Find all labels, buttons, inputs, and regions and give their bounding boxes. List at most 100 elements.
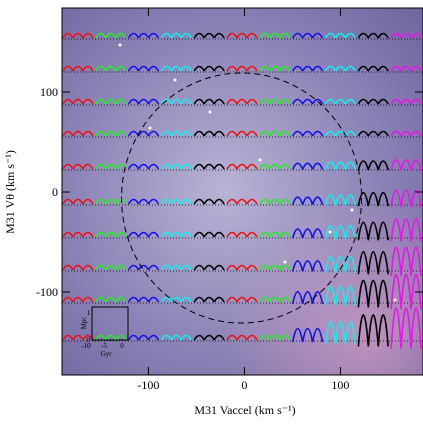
- orbit-segment: [160, 163, 192, 170]
- orbit-segment: [127, 198, 160, 205]
- orbit-segment: [95, 98, 127, 105]
- orbit-segment: [193, 65, 225, 72]
- orbit-segment: [324, 98, 357, 105]
- orbit-segment: [95, 198, 127, 205]
- orbit-segment: [357, 314, 389, 347]
- orbit-segment: [259, 32, 291, 39]
- orbit-segment: [259, 198, 291, 205]
- orbit-segment: [357, 191, 389, 207]
- orbit-segment: [95, 334, 127, 341]
- orbit-segment: [62, 231, 94, 238]
- orbit-segment: [226, 163, 258, 170]
- orbit-segment: [357, 98, 389, 105]
- x-axis-label: M31 Vaccel (km s⁻¹): [194, 403, 295, 417]
- orbit-segment: [324, 321, 357, 345]
- orbit-segment: [357, 251, 389, 275]
- inset-x-tick-label: -10: [81, 342, 91, 350]
- orbit-segment: [160, 65, 192, 72]
- star: [148, 126, 152, 130]
- orbit-segment: [259, 296, 291, 303]
- orbit-segment: [193, 32, 225, 39]
- orbit-segment: [193, 296, 225, 303]
- orbit-segment: [160, 296, 192, 303]
- orbit-segment: [62, 65, 94, 72]
- star: [258, 158, 262, 162]
- orbit-segment: [193, 231, 225, 238]
- orbit-segment: [390, 32, 422, 39]
- orbit-segment: [259, 98, 291, 105]
- y-axis-label: M31 Vθ (km s⁻¹): [3, 150, 17, 234]
- y-tick-label: 100: [40, 85, 58, 99]
- orbit-segment: [160, 334, 192, 341]
- orbit-segment: [226, 198, 258, 205]
- star: [328, 230, 332, 234]
- orbit-segment: [292, 130, 324, 137]
- orbit-segment: [127, 65, 160, 72]
- orbit-segment: [62, 296, 94, 303]
- star: [283, 260, 287, 264]
- orbit-segment: [160, 198, 192, 205]
- orbit-segment: [390, 159, 422, 171]
- orbit-segment: [226, 231, 258, 238]
- inset-x-tick-label: -5: [101, 342, 107, 350]
- orbit-segment: [95, 264, 127, 271]
- orbit-segment: [390, 189, 422, 207]
- orbit-segment: [160, 264, 192, 271]
- orbit-segment: [226, 296, 258, 303]
- orbit-segment: [62, 264, 94, 271]
- orbit-segment: [291, 327, 324, 343]
- orbit-segment: [160, 98, 192, 105]
- orbit-segment: [324, 32, 357, 39]
- orbit-segment: [390, 246, 422, 276]
- orbit-segment: [193, 98, 225, 105]
- orbit-segment: [193, 334, 225, 341]
- star: [118, 43, 122, 47]
- orbit-segment: [226, 130, 258, 137]
- orbit-segment: [292, 65, 324, 72]
- orbit-segment: [62, 130, 94, 137]
- orbit-segment: [62, 32, 94, 39]
- orbit-segment: [357, 32, 389, 39]
- inset-y-tick-label: 0: [87, 336, 91, 344]
- orbit-segment: [357, 130, 389, 137]
- orbit-segment: [95, 130, 127, 137]
- orbit-segment: [357, 221, 389, 241]
- orbit-segment: [324, 194, 357, 206]
- x-tick-label: -100: [137, 378, 159, 392]
- orbit-segment: [127, 98, 160, 105]
- orbit-segment: [390, 65, 422, 72]
- orbit-segment: [127, 163, 160, 170]
- orbit-segment: [324, 224, 357, 240]
- x-tick-label: 0: [241, 378, 247, 392]
- orbit-segment: [226, 65, 258, 72]
- orbit-segment: [291, 228, 324, 239]
- inset-frame: [91, 306, 129, 341]
- orbit-segment: [324, 285, 357, 306]
- orbit-segment: [259, 264, 291, 271]
- orbit-segment: [127, 334, 160, 341]
- y-tick-label: 0: [52, 185, 58, 199]
- orbit-segment: [292, 98, 324, 105]
- orbit-segment: [193, 198, 225, 205]
- orbit-segment: [259, 65, 291, 72]
- orbit-segment: [62, 98, 94, 105]
- orbit-segment: [324, 161, 357, 170]
- orbit-segment: [390, 98, 422, 105]
- orbit-segment: [95, 296, 127, 303]
- inset-x-label: Gyr: [101, 350, 113, 358]
- orbit-segment: [127, 231, 160, 238]
- orbit-segment: [390, 273, 422, 310]
- orbit-segment: [160, 130, 192, 137]
- inset-y-label: Mpc: [80, 317, 88, 330]
- y-tick-label: -100: [36, 285, 58, 299]
- orbit-segment: [95, 32, 127, 39]
- star: [393, 298, 397, 302]
- orbit-segment: [127, 32, 160, 39]
- orbit-segment: [226, 32, 258, 39]
- orbit-segment: [291, 291, 324, 304]
- orbit-segment: [160, 231, 192, 238]
- orbit-segment: [357, 160, 389, 171]
- orbit-segment: [62, 163, 94, 170]
- orbit-segment: [226, 98, 258, 105]
